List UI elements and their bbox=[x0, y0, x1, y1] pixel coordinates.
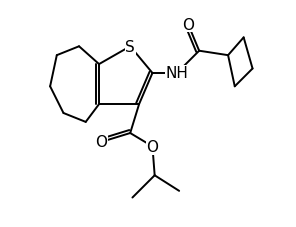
Text: O: O bbox=[147, 139, 158, 154]
Text: S: S bbox=[125, 39, 135, 54]
Text: O: O bbox=[182, 17, 194, 32]
Text: NH: NH bbox=[165, 66, 188, 81]
Text: O: O bbox=[95, 135, 107, 150]
